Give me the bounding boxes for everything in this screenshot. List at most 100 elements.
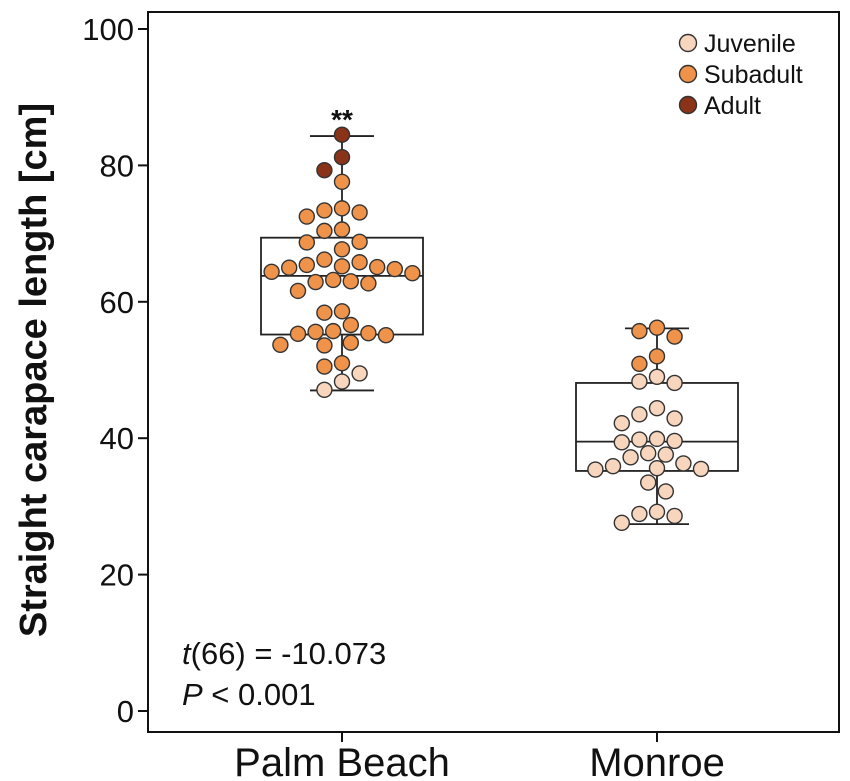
data-point-subadult [369, 258, 386, 276]
data-point-juvenile [351, 365, 368, 382]
data-point-subadult [307, 273, 324, 291]
data-point-juvenile [666, 507, 683, 525]
data-point-subadult [281, 259, 298, 276]
data-point-subadult [333, 303, 351, 320]
data-point-juvenile [657, 483, 674, 500]
x-tick-label: Monroe [589, 741, 725, 781]
legend-item-juvenile: Juvenile [678, 30, 796, 58]
data-point-subadult [333, 173, 351, 190]
data-point-juvenile [316, 381, 333, 398]
data-point-juvenile [631, 431, 648, 448]
data-point-juvenile [333, 373, 351, 390]
data-point-adult [333, 126, 351, 143]
statistics-annotation: t(66) = -10.073 P < 0.001 [182, 636, 386, 712]
data-point-subadult [289, 282, 307, 300]
data-point-subadult [316, 222, 333, 240]
legend-label: Juvenile [704, 30, 796, 58]
plot-frame [147, 11, 840, 733]
data-point-juvenile [631, 373, 648, 390]
data-point-subadult [263, 263, 280, 280]
data-point-subadult [360, 324, 377, 342]
data-point-juvenile [640, 474, 657, 491]
data-point-juvenile [613, 514, 630, 531]
y-axis-label: Straight carapace length [cm] [13, 103, 55, 637]
data-point-subadult [342, 334, 359, 351]
t-statistic-text: t(66) = -10.073 [182, 636, 386, 671]
data-point-juvenile [666, 410, 683, 427]
x-axis-ticks: Palm Beach Monroe [234, 732, 725, 781]
p-value-text: P < 0.001 [182, 677, 316, 712]
y-axis-label-group: Straight carapace length [cm] [13, 103, 55, 637]
data-point-subadult [307, 323, 324, 341]
data-point-juvenile [666, 374, 683, 392]
legend-marker [678, 64, 698, 84]
data-point-subadult [272, 336, 289, 353]
data-point-subadult [325, 271, 342, 289]
data-point-subadult [360, 275, 377, 292]
data-points [263, 126, 710, 531]
data-point-juvenile [648, 503, 666, 521]
data-point-subadult [648, 348, 666, 365]
data-point-juvenile [692, 460, 710, 478]
data-point-juvenile [631, 505, 648, 523]
data-point-subadult [316, 337, 333, 354]
y-tick-label: 80 [100, 148, 134, 183]
data-point-juvenile [666, 432, 683, 450]
y-tick-label: 20 [100, 558, 134, 593]
data-point-subadult [351, 204, 368, 221]
data-point-subadult [386, 260, 403, 278]
data-point-subadult [351, 254, 368, 271]
legend-label: Subadult [704, 61, 803, 89]
data-point-subadult [298, 208, 315, 225]
legend-marker [678, 95, 698, 115]
data-point-subadult [666, 328, 683, 345]
data-point-juvenile [640, 445, 657, 462]
significance-marker: ** [331, 104, 353, 135]
data-point-juvenile [622, 449, 639, 466]
data-point-subadult [333, 200, 351, 217]
data-point-subadult [316, 202, 333, 219]
data-point-subadult [333, 354, 351, 372]
data-point-subadult [351, 233, 368, 250]
interquartile-box [575, 382, 739, 472]
data-point-subadult [325, 322, 342, 340]
data-point-subadult [316, 358, 333, 375]
data-point-juvenile [648, 430, 666, 448]
legend: Juvenile Subadult Adult [678, 30, 803, 120]
data-point-juvenile [604, 457, 622, 475]
data-point-subadult [316, 304, 333, 321]
x-tick-label: Palm Beach [234, 741, 450, 781]
y-tick-label: 60 [100, 285, 134, 320]
t-symbol: t [182, 636, 192, 671]
data-point-subadult [298, 234, 315, 251]
data-point-juvenile [587, 461, 604, 478]
data-point-juvenile [648, 368, 666, 386]
data-point-juvenile [648, 399, 666, 417]
data-point-subadult [404, 264, 421, 282]
data-point-subadult [631, 355, 648, 373]
data-point-juvenile [631, 406, 648, 423]
p-value: < 0.001 [203, 677, 316, 712]
y-axis-ticks: 0 20 40 60 80 100 [82, 12, 148, 729]
data-point-subadult [316, 251, 333, 268]
legend-label: Adult [704, 92, 761, 120]
data-point-juvenile [648, 460, 666, 477]
data-point-juvenile [657, 446, 674, 463]
data-point-juvenile [675, 455, 692, 472]
y-tick-label: 100 [82, 12, 134, 47]
legend-marker [678, 33, 698, 53]
legend-item-adult: Adult [678, 92, 761, 120]
data-point-adult [316, 161, 333, 179]
data-point-adult [333, 149, 351, 166]
data-point-subadult [333, 221, 351, 238]
data-point-subadult [342, 273, 359, 290]
data-point-subadult [298, 256, 315, 274]
data-point-subadult [342, 316, 359, 334]
data-point-subadult [631, 322, 648, 340]
t-statistic-value: (66) = -10.073 [191, 636, 387, 671]
data-point-subadult [333, 258, 351, 275]
data-point-subadult [289, 325, 307, 343]
data-point-juvenile [613, 434, 630, 451]
y-tick-label: 40 [100, 421, 134, 456]
y-tick-label: 0 [117, 694, 134, 729]
